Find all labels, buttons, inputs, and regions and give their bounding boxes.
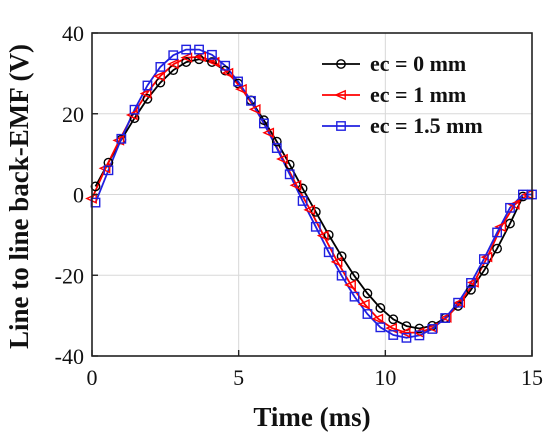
series-2-point (401, 332, 412, 343)
series-1-point (316, 230, 329, 241)
series-2-point (155, 62, 166, 72)
series-1-point (180, 52, 193, 63)
series-1-point (166, 58, 179, 70)
series-2-point (129, 104, 140, 115)
series-2-point (181, 44, 192, 55)
series-2-point (271, 143, 282, 153)
series-2-point (466, 278, 476, 288)
series-1-point (371, 313, 384, 325)
series-2-point (478, 254, 489, 264)
series-2-point (116, 133, 127, 144)
series-2-point (323, 247, 334, 258)
series-2-point (453, 297, 463, 308)
legend-label-0: ec = 0 mm (370, 51, 466, 76)
series-2-point (220, 60, 231, 71)
series-2-point (233, 76, 243, 87)
series-2-point (414, 330, 425, 341)
series-1-point (221, 67, 234, 79)
series-2-point (258, 118, 269, 129)
x-tick-label: 15 (521, 365, 543, 390)
series-1-point (139, 88, 152, 99)
series-0-point (310, 206, 321, 217)
series-1-point (344, 279, 356, 291)
x-axis-title: Time (ms) (253, 402, 370, 432)
y-axis-title: Line to line back-EMF (V) (4, 44, 34, 349)
series-2-point (194, 44, 204, 55)
series-1-point (194, 51, 207, 63)
series-2-point (492, 227, 502, 238)
series-markers (85, 44, 537, 343)
series-0-point (492, 243, 502, 254)
series-2-point (427, 324, 438, 334)
series-2-point (388, 330, 399, 340)
series-1-point (330, 256, 343, 268)
legend-marker-1 (334, 89, 346, 101)
series-1-point (467, 277, 479, 288)
series-1-point (453, 297, 466, 308)
series-2-point (349, 291, 360, 302)
series-0-point (323, 229, 334, 240)
y-tick-label: 20 (62, 102, 84, 127)
legend: ec = 0 mm ec = 1 mm ec = 1.5 mm (322, 51, 483, 138)
y-tick-label: 40 (62, 21, 84, 46)
series-0-point (375, 303, 386, 313)
series-2-point (505, 202, 515, 213)
y-tick-label: 0 (73, 183, 84, 208)
series-2-point (362, 309, 373, 319)
series-2-point (207, 49, 217, 60)
series-1-point (439, 312, 452, 323)
series-1-point (357, 299, 370, 310)
legend-marker-0 (336, 59, 346, 69)
series-0-point (271, 136, 282, 147)
series-0-point (103, 157, 114, 168)
series-1-point (289, 179, 302, 191)
series-0-point (142, 93, 153, 104)
series-1-point (207, 56, 220, 68)
series-2-point (284, 169, 295, 180)
series-2-point (375, 322, 386, 333)
x-tick-label: 0 (87, 365, 98, 390)
series-1-point (234, 83, 247, 95)
y-tick-label: -20 (55, 263, 84, 288)
series-0-point (466, 284, 476, 295)
series-2-point (142, 80, 153, 91)
y-tick-label: -40 (55, 344, 84, 369)
series-0-point (284, 159, 295, 170)
legend-marker-2 (336, 121, 346, 131)
legend-label-1: ec = 1 mm (370, 82, 466, 107)
series-2-point (336, 270, 347, 281)
series-1-point (125, 109, 138, 121)
x-tick-label: 5 (233, 365, 244, 390)
series-1-point (276, 153, 288, 165)
series-0-point (362, 288, 373, 299)
series-1-point (153, 70, 165, 82)
series-2-point (310, 221, 321, 232)
series-0-point (388, 314, 399, 325)
x-tick-label: 10 (374, 365, 396, 390)
series-1-point (398, 327, 411, 338)
series-2-point (103, 165, 114, 176)
series-1-point (262, 127, 275, 139)
legend-label-2: ec = 1.5 mm (370, 113, 483, 138)
axis-ticks: 0 5 10 15 -40 -20 0 20 40 (55, 21, 543, 390)
series-2-point (440, 313, 451, 323)
series-2-point (246, 95, 256, 106)
series-2-point (168, 50, 179, 61)
series-2-point (297, 196, 308, 206)
series-1-point (303, 204, 316, 216)
series-0-point (478, 265, 489, 276)
series-1-point (248, 104, 261, 115)
series-0-point (349, 271, 360, 281)
